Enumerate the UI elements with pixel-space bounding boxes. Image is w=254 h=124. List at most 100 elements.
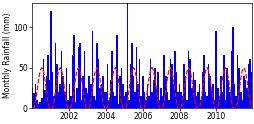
Bar	[250, 72, 251, 108]
Bar	[247, 63, 248, 108]
Bar	[212, 84, 213, 108]
Bar	[128, 100, 129, 108]
Bar	[225, 68, 227, 108]
Bar	[230, 51, 231, 108]
Bar	[196, 92, 198, 108]
Bar	[180, 92, 181, 108]
Bar	[35, 84, 36, 108]
Bar	[59, 84, 61, 108]
Bar	[158, 100, 160, 108]
Bar	[149, 60, 151, 108]
Bar	[45, 76, 47, 108]
Bar	[143, 92, 145, 108]
Bar	[49, 80, 50, 108]
Bar	[39, 102, 41, 108]
Bar	[175, 72, 177, 108]
Bar	[157, 72, 158, 108]
Bar	[178, 84, 180, 108]
Bar	[172, 84, 173, 108]
Bar	[177, 92, 178, 108]
Bar	[109, 80, 111, 108]
Bar	[36, 100, 38, 108]
Bar	[209, 76, 210, 108]
Bar	[41, 98, 42, 108]
Bar	[55, 43, 56, 108]
Bar	[114, 96, 116, 108]
Bar	[79, 43, 81, 108]
Bar	[163, 55, 164, 108]
Bar	[74, 102, 76, 108]
Bar	[239, 92, 241, 108]
Bar	[91, 31, 93, 108]
Bar	[32, 88, 33, 108]
Bar	[122, 84, 123, 108]
Bar	[73, 35, 74, 108]
Bar	[68, 84, 70, 108]
Bar	[126, 3, 128, 108]
Bar	[204, 92, 205, 108]
Bar	[96, 43, 97, 108]
Bar	[117, 104, 119, 108]
Bar	[123, 96, 125, 108]
Bar	[146, 84, 148, 108]
Bar	[140, 96, 141, 108]
Bar	[205, 96, 207, 108]
Bar	[167, 100, 169, 108]
Bar	[236, 55, 237, 108]
Bar	[183, 63, 184, 108]
Bar	[207, 63, 209, 108]
Y-axis label: Monthly Rainfall (mm): Monthly Rainfall (mm)	[3, 13, 12, 98]
Bar	[202, 55, 204, 108]
Bar	[141, 76, 143, 108]
Bar	[82, 76, 84, 108]
Bar	[81, 100, 82, 108]
Bar	[108, 100, 109, 108]
Bar	[99, 88, 100, 108]
Bar	[154, 68, 155, 108]
Bar	[193, 80, 195, 108]
Bar	[248, 60, 250, 108]
Bar	[199, 100, 201, 108]
Bar	[135, 47, 137, 108]
Bar	[242, 76, 244, 108]
Bar	[102, 76, 103, 108]
Bar	[189, 60, 190, 108]
Bar	[237, 68, 239, 108]
Bar	[125, 92, 126, 108]
Bar	[137, 84, 138, 108]
Bar	[113, 92, 114, 108]
Bar	[88, 76, 90, 108]
Bar	[44, 90, 45, 108]
Bar	[245, 88, 247, 108]
Bar	[216, 88, 218, 108]
Bar	[90, 84, 91, 108]
Bar	[231, 27, 233, 108]
Bar	[198, 84, 199, 108]
Bar	[181, 96, 183, 108]
Bar	[221, 92, 222, 108]
Bar	[164, 76, 166, 108]
Bar	[224, 100, 225, 108]
Bar	[33, 93, 35, 108]
Bar	[222, 55, 224, 108]
Bar	[116, 35, 117, 108]
Bar	[47, 55, 49, 108]
Bar	[152, 80, 154, 108]
Bar	[38, 104, 39, 108]
Bar	[166, 92, 167, 108]
Bar	[52, 72, 53, 108]
Bar	[85, 88, 87, 108]
Bar	[219, 76, 221, 108]
Bar	[111, 51, 113, 108]
Bar	[42, 60, 44, 108]
Bar	[67, 100, 68, 108]
Bar	[244, 80, 245, 108]
Bar	[145, 100, 146, 108]
Bar	[192, 72, 193, 108]
Bar	[65, 68, 67, 108]
Bar	[215, 31, 216, 108]
Bar	[94, 100, 96, 108]
Bar	[161, 96, 163, 108]
Bar	[213, 100, 215, 108]
Bar	[131, 43, 132, 108]
